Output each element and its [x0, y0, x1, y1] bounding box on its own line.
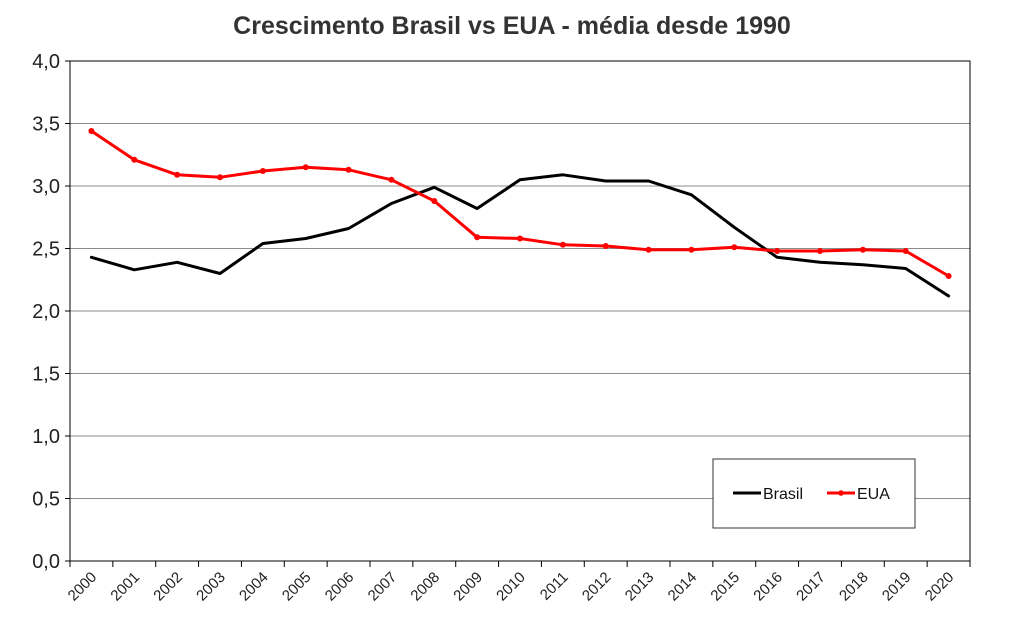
y-axis: 0,0 0,5 1,0 1,5 2,0 2,5 3,0 3,5 4,0	[32, 51, 70, 573]
data-point-eua	[688, 246, 695, 253]
data-point-eua	[902, 248, 909, 254]
y-tick-label: 1,5	[32, 364, 60, 386]
x-tick-label: 2016	[750, 569, 786, 605]
data-point-eua	[174, 171, 181, 178]
y-tick-label: 3,0	[32, 176, 60, 198]
x-tick-label: 2012	[579, 569, 615, 605]
legend-label-brasil: Brasil	[763, 486, 803, 503]
x-tick-label: 2010	[493, 569, 529, 605]
series-layer	[88, 128, 952, 298]
x-tick-label: 2020	[922, 569, 958, 605]
data-point-eua	[474, 234, 481, 241]
x-tick-label: 2008	[407, 569, 443, 605]
data-point-eua	[859, 246, 866, 253]
series-line-eua	[89, 129, 951, 278]
data-point-eua	[388, 176, 395, 183]
data-point-eua	[774, 248, 781, 254]
y-tick-label: 2,5	[32, 239, 60, 261]
x-tick-label: 2014	[665, 569, 701, 605]
x-tick-label: 2001	[107, 569, 143, 605]
x-tick-label: 2004	[236, 569, 272, 605]
data-point-eua	[517, 235, 523, 242]
y-tick-label: 0,5	[32, 489, 60, 511]
data-point-eua	[345, 166, 352, 173]
data-point-eua	[731, 244, 738, 251]
y-tick-label: 2,0	[32, 301, 60, 323]
y-tick-label: 4,0	[32, 51, 60, 73]
y-tick-label: 0,0	[32, 551, 60, 573]
y-tick-label: 3,5	[32, 114, 60, 136]
series-line-brasil	[89, 173, 951, 298]
x-tick-label: 2019	[879, 569, 915, 605]
data-point-eua	[431, 198, 438, 204]
data-point-eua	[602, 243, 609, 249]
y-tick-label: 1,0	[32, 426, 60, 448]
x-tick-label: 2013	[622, 569, 658, 605]
x-tick-label: 2006	[322, 569, 358, 605]
x-tick-label: 2011	[537, 569, 572, 604]
x-tick-label: 2005	[279, 569, 315, 605]
x-tick-label: 2018	[836, 569, 872, 605]
legend: Brasil EUA	[712, 458, 916, 529]
x-tick-label: 2000	[65, 569, 101, 605]
gridlines	[70, 123, 970, 499]
chart-title: Crescimento Brasil vs EUA - média desde …	[233, 12, 791, 40]
data-point-eua	[302, 164, 309, 171]
x-tick-label: 2003	[193, 569, 229, 605]
legend-marker-eua	[838, 490, 844, 496]
x-tick-label: 2009	[450, 569, 486, 605]
data-point-eua	[259, 168, 266, 174]
data-point-eua	[817, 248, 823, 254]
x-tick-label: 2002	[150, 569, 186, 605]
data-point-eua	[131, 156, 138, 163]
data-point-eua	[559, 241, 566, 248]
x-tick-label: 2007	[365, 569, 401, 605]
x-tick-label: 2015	[707, 569, 743, 605]
data-point-eua	[945, 273, 952, 279]
x-tick-label: 2017	[793, 569, 829, 605]
data-point-eua	[217, 174, 223, 181]
legend-label-eua: EUA	[857, 486, 890, 503]
x-axis: 2000 2001 2002 2003 2004 2005 2006 2007 2008 2009…	[65, 561, 971, 605]
data-point-eua	[645, 246, 652, 253]
data-point-eua	[88, 128, 95, 134]
